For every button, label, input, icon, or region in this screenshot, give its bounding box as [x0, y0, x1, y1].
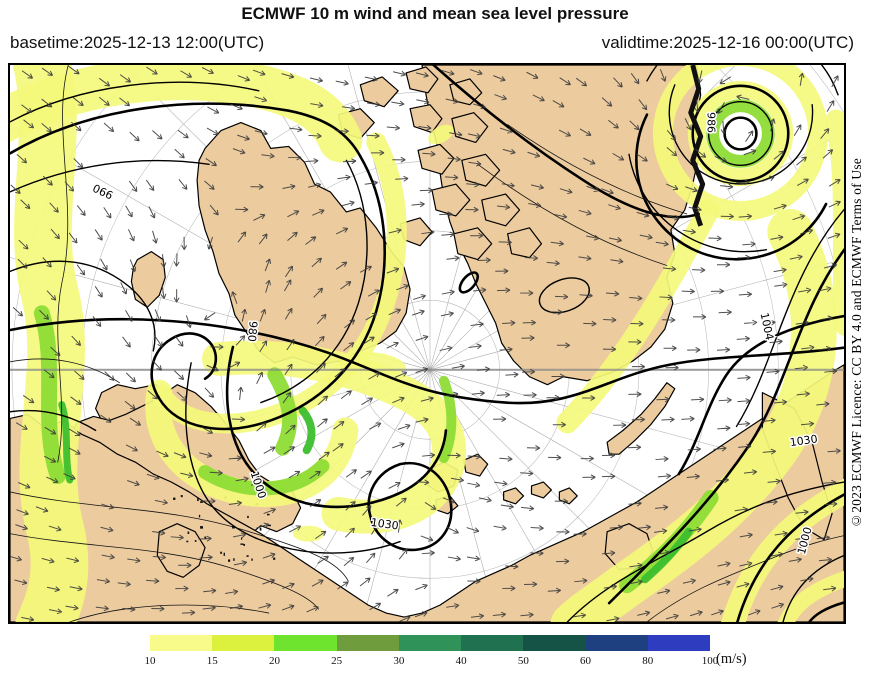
pressure-label-1030: 1030 [370, 516, 399, 533]
sea-inlet-baltic [156, 523, 206, 578]
pressure-label-1030: 1030 [789, 432, 818, 449]
pressure-label-980: 980 [245, 320, 260, 342]
wind-arrow-layer [10, 65, 841, 622]
legend-tick-label: 25 [331, 655, 343, 667]
pressure-contour-layer [10, 65, 844, 622]
pressure-label-990: 990 [91, 181, 115, 202]
pressure-label-986: 986 [705, 112, 718, 133]
legend-tick-label: 100 [701, 655, 719, 667]
copyright-vertical-text: ©2023 ECMWF Licence: CC BY 4.0 and ECMWF… [849, 158, 864, 529]
land-island [507, 227, 543, 259]
pressure-label-1004: 1004 [758, 311, 777, 341]
basetime-label: basetime:2025-12-13 12:00(UTC) [10, 33, 265, 52]
land-island [359, 76, 399, 108]
legend-segment-25 [336, 635, 399, 651]
land-island [558, 487, 578, 505]
land-island [481, 193, 521, 227]
legend-tick-label: 50 [517, 655, 529, 667]
land-novaya-zemlya [606, 382, 676, 455]
legend-tick-label: 15 [206, 655, 218, 667]
land-island-south-greenland [130, 251, 166, 308]
land-island [431, 183, 471, 217]
legend-segment-20 [274, 635, 337, 651]
map-canvas: 990 980 986 1004 1000 1030 1030 1000 [8, 63, 846, 624]
legend-segment-10 [150, 635, 213, 651]
legend-tick-label: 30 [393, 655, 405, 667]
legend-tick-label: 40 [455, 655, 467, 667]
land-island [405, 66, 439, 94]
land-island [503, 487, 525, 505]
land-island [417, 143, 455, 175]
legend-segment-60 [585, 635, 648, 651]
validtime-label: validtime:2025-12-16 00:00(UTC) [601, 33, 854, 52]
time-row: basetime:2025-12-13 12:00(UTC) validtime… [10, 33, 854, 53]
wind-speed-bands [10, 65, 844, 622]
legend-tick-label: 80 [642, 655, 654, 667]
page-title: ECMWF 10 m wind and mean sea level press… [241, 4, 629, 23]
land-svalbard [463, 453, 489, 477]
legend-segment-50 [523, 635, 586, 651]
legend-segment-40 [461, 635, 524, 651]
legend-colorbar [150, 635, 710, 651]
land-island [530, 481, 553, 499]
legend-segment-80 [647, 635, 710, 651]
land-island [409, 104, 443, 134]
legend-tick-label: 10 [144, 655, 156, 667]
wind-speed-legend: 10 15 20 25 30 40 50 60 80 100 (m/s) [145, 635, 790, 675]
land-greenland [196, 121, 411, 366]
legend-tick-label: 20 [268, 655, 280, 667]
legend-segment-15 [212, 635, 275, 651]
legend-segment-30 [398, 635, 462, 651]
legend-tick-label: 60 [580, 655, 592, 667]
legend-unit: (m/s) [716, 651, 747, 667]
